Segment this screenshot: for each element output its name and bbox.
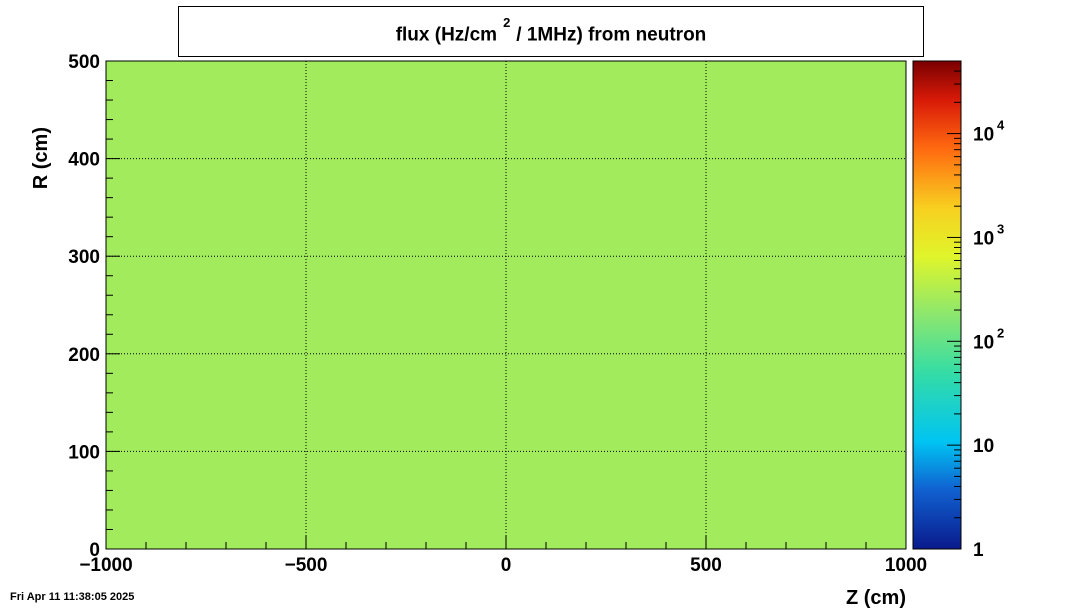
chart-title-box: flux (Hz/cm 2 / 1MHz) from neutron: [178, 6, 924, 57]
colorbar-tick-exponent: 2: [997, 325, 1004, 340]
x-tick-label: −1000: [79, 555, 132, 576]
timestamp: Fri Apr 11 11:38:05 2025: [10, 591, 135, 603]
colorbar-tick-exponent: 4: [997, 118, 1005, 133]
y-tick-label: 200: [68, 345, 100, 366]
x-tick-label: −500: [285, 555, 328, 576]
x-tick-label: 1000: [885, 555, 927, 576]
x-tick-label: 500: [690, 555, 722, 576]
colorbar-tick-label: 1: [973, 540, 984, 561]
chart-title: flux (Hz/cm 2 / 1MHz) from neutron: [179, 15, 923, 46]
y-axis-title: R (cm): [30, 127, 52, 189]
colorbar-tick-label: 10: [973, 125, 994, 146]
colorbar-tick-exponent: 3: [997, 221, 1004, 236]
y-tick-label: 300: [68, 247, 100, 268]
colorbar-tick-label: 10: [973, 436, 994, 457]
y-tick-label: 400: [68, 150, 100, 171]
colorbar-tick-label: 10: [973, 332, 994, 353]
y-tick-label: 100: [68, 442, 100, 463]
y-tick-label: 0: [89, 540, 100, 561]
chart-title-post: / 1MHz) from neutron: [516, 24, 707, 46]
y-tick-label: 500: [68, 52, 100, 73]
colorbar: [912, 60, 962, 550]
x-axis-title: Z (cm): [846, 587, 906, 609]
x-tick-label: 0: [501, 555, 512, 576]
colorbar-tick-label: 10: [973, 228, 994, 249]
chart-title-sup: 2: [503, 15, 511, 30]
chart-title-pre: flux (Hz/cm: [395, 24, 498, 46]
axes: −1000 −500 0 500 1000 0 100 200 300 400 500: [68, 52, 927, 576]
grid-lines: [106, 61, 906, 549]
